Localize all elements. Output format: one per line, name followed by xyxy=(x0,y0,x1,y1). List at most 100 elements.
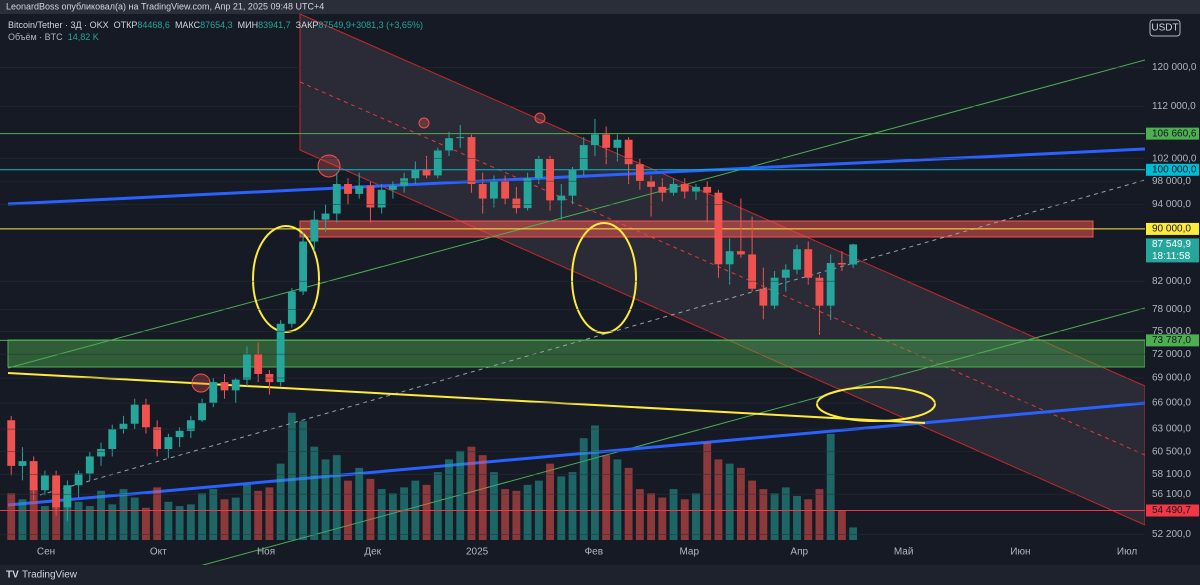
volume-bar xyxy=(97,490,105,540)
y-tick-label: 102 000,0 xyxy=(1152,153,1197,164)
candle-body xyxy=(849,244,858,265)
x-tick-label: Ноя xyxy=(257,547,275,558)
candle-body xyxy=(355,185,364,194)
candle-body xyxy=(501,181,510,199)
volume-bar xyxy=(265,487,274,540)
candle-body xyxy=(467,137,476,185)
candle-body xyxy=(254,354,263,374)
volume-bar xyxy=(613,459,622,540)
candle-body xyxy=(478,184,487,199)
trend-line xyxy=(7,59,1146,369)
volume-bar xyxy=(826,433,835,540)
volume-bar xyxy=(153,487,162,540)
volume-bar xyxy=(276,463,285,540)
y-tick-label: 56 100,0 xyxy=(1152,489,1191,500)
logo: TV xyxy=(6,570,19,581)
candle-body xyxy=(736,251,745,255)
volume-bar xyxy=(523,484,532,540)
x-tick-label: Фев xyxy=(585,547,603,558)
blue-line xyxy=(7,147,1146,206)
axes-layer: 120 000,0 112 000,0 102 000,0 98 000,0 94 00… xyxy=(0,62,1199,558)
candle-body xyxy=(512,198,521,209)
candle-body xyxy=(669,184,678,193)
candle-body xyxy=(635,164,644,182)
candle-body xyxy=(815,277,824,306)
volume-bar xyxy=(489,472,498,540)
ohlc-value: 87549,9 xyxy=(318,20,351,30)
volume-bar xyxy=(512,490,521,540)
candle-body xyxy=(29,461,38,491)
candle-body xyxy=(680,184,689,192)
circle xyxy=(534,112,546,124)
volume-bar xyxy=(568,472,577,540)
circle xyxy=(317,154,341,178)
candle-body xyxy=(714,192,723,265)
volume-bar xyxy=(175,506,184,540)
y-tick-label: 63 000,0 xyxy=(1152,424,1191,435)
y-tick-label: 66 000,0 xyxy=(1152,398,1191,409)
volume-bar xyxy=(377,489,386,540)
y-tick-label: 52 200,0 xyxy=(1152,529,1191,540)
candle-body xyxy=(523,178,532,209)
symbol-name: Bitcoin/Tether · 3Д · OKX xyxy=(8,20,109,30)
candle-body xyxy=(310,219,319,242)
channel-mid xyxy=(299,81,1146,456)
volume-bar xyxy=(692,493,700,540)
ohlc-value: 84468,6 xyxy=(137,20,170,30)
candle-body xyxy=(804,249,813,278)
level-label: 73 787,0 xyxy=(1152,335,1191,346)
level-box xyxy=(1146,504,1199,517)
volume-bar xyxy=(164,501,173,540)
volume-bar xyxy=(332,455,341,540)
candle-body xyxy=(321,213,330,220)
candle-body xyxy=(400,178,409,186)
volume-bar xyxy=(85,506,94,540)
volume-bar xyxy=(7,493,16,540)
volume-bar xyxy=(186,504,195,540)
candle-body xyxy=(130,404,139,424)
candle-body xyxy=(231,379,240,391)
candle-body xyxy=(748,254,757,289)
candle-body xyxy=(826,262,835,306)
volume-bar xyxy=(29,487,38,540)
candle-body xyxy=(220,382,229,391)
level-label: 54 490,7 xyxy=(1152,505,1191,516)
candle-body xyxy=(18,461,27,466)
candle-body xyxy=(97,449,105,457)
candle-body xyxy=(198,402,206,421)
volume-bar xyxy=(299,421,308,540)
volume-bar xyxy=(400,487,409,540)
ohlc-value: 87654,3 xyxy=(200,20,233,30)
volume-bar xyxy=(220,499,229,540)
volume-bar xyxy=(669,489,678,540)
volume-bar xyxy=(287,412,296,540)
volume-bar xyxy=(130,497,139,540)
candle-body xyxy=(759,288,768,306)
level-label: 100 000,0 xyxy=(1152,164,1197,175)
x-tick-label: Окт xyxy=(150,547,167,558)
volume-bar xyxy=(243,484,251,540)
volume-bar xyxy=(142,507,150,540)
volume-bar xyxy=(388,493,397,540)
candle-body xyxy=(366,185,375,208)
footer-bar xyxy=(0,565,1200,585)
x-tick-label: Сен xyxy=(37,547,55,558)
level-box xyxy=(1146,334,1199,347)
candle-body xyxy=(568,169,577,196)
price-axis xyxy=(1145,14,1200,565)
y-tick-label: 78 000,0 xyxy=(1152,304,1191,315)
volume-bar xyxy=(74,501,83,540)
candle-body xyxy=(624,139,633,165)
candle-body xyxy=(445,138,453,151)
candle-body xyxy=(534,158,543,179)
candle-body xyxy=(837,262,846,265)
brand: TradingView xyxy=(22,570,78,581)
currency: USDT xyxy=(1151,23,1178,34)
candle-body xyxy=(299,241,308,292)
candle-body xyxy=(175,430,184,438)
candle-body xyxy=(377,189,386,208)
y-tick-label: 58 100,0 xyxy=(1152,469,1191,480)
candle-body xyxy=(164,437,173,450)
candle-body xyxy=(422,169,431,176)
yellow-line xyxy=(7,372,926,424)
